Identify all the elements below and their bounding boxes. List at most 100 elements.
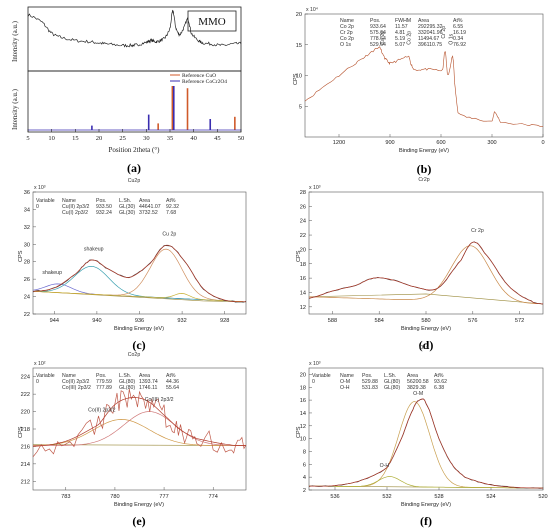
- o1s-table-cell: O-H: [340, 385, 350, 391]
- survey-spectrum: [304, 46, 543, 127]
- survey-table-cell: 11.57: [395, 24, 408, 30]
- cr2p-ytick-label: 24: [300, 219, 306, 225]
- panel-a-xrd: MMO Intensity (a.u.) Intensity (a.u.) Re…: [11, 6, 244, 175]
- cr2p-envelope: [308, 241, 544, 305]
- cu2p-ytick-label: 26: [24, 277, 30, 283]
- cr2p-ytick-label: 22: [300, 233, 306, 239]
- cr2p-ytick-label: 20: [300, 247, 306, 253]
- xrd-tick-label: 25: [119, 135, 126, 142]
- xrd-pattern: [27, 9, 242, 48]
- cu2p-table-cell: Cu(II) 2p3/2: [62, 204, 90, 210]
- co2p-xlabel: Binding Energy (eV): [114, 502, 164, 508]
- survey-ytick-label: 20: [296, 12, 302, 18]
- xrd-tick-label: 35: [167, 135, 174, 142]
- survey-table-cell: 575.64: [370, 30, 386, 36]
- o1s-ytick-label: 4: [303, 475, 306, 481]
- o1s-ytick-label: 6: [303, 462, 306, 468]
- survey-peak-table: Name Pos. FWHM Area At% Co 2p 933.64 11.57 29229…: [340, 18, 466, 48]
- o1s-table-cell: 531.83: [362, 385, 378, 391]
- survey-y-ticks: 5 10 15 20: [296, 12, 308, 110]
- survey-table-header-1: Pos.: [370, 18, 380, 24]
- co2p-table-header-3: L.Sh.: [119, 373, 131, 379]
- cr2p-ytick-label: 12: [300, 305, 306, 311]
- mmo-label: MMO: [198, 16, 226, 28]
- o1s-table-cell: 529.88: [362, 379, 378, 385]
- cu2p-table-header-0: Variable: [36, 198, 55, 204]
- o1s-title: O1s: [419, 345, 429, 351]
- survey-peak-label: Co 2p: [407, 31, 413, 45]
- survey-table-cell: Co 2p: [340, 36, 354, 42]
- cu2p-envelope: [32, 244, 247, 303]
- cu2p-table-header-1: Name: [62, 198, 76, 204]
- survey-xtick-label: 300: [487, 140, 496, 146]
- co2p-xtick-label: 777: [159, 494, 168, 500]
- survey-table-cell: 6.55: [453, 24, 463, 30]
- survey-table-cell: 11494.67: [418, 36, 439, 42]
- panel-c-label: (c): [132, 338, 145, 352]
- xrd-bottom-ylabel: Intensity (a.u.): [11, 88, 19, 130]
- cu2p-table-header-4: Area: [139, 198, 150, 204]
- cu2p-table-cell: 92.32: [166, 204, 179, 210]
- survey-table-cell: 76.92: [453, 42, 466, 48]
- survey-table-cell: O 1s: [340, 42, 351, 48]
- cu2p-spectrum: 22 24 26 28 30 32 34 36 944 940 936 932 928 shakeup sh…: [24, 190, 247, 324]
- o1s-table-cell: GL(80): [384, 379, 400, 385]
- o1s-ytick-label: 12: [300, 424, 306, 430]
- survey-xtick-label: 900: [385, 140, 394, 146]
- survey-data-line: [304, 46, 543, 127]
- o1s-table-cell: 93.62: [434, 379, 447, 385]
- cr2p-peak-label: Cr 2p: [471, 228, 484, 234]
- xrd-tick-label: 30: [143, 135, 150, 142]
- co2p-table-cell: Co(III) 2p3/2: [62, 385, 91, 391]
- co2p-title: Co2p: [128, 352, 141, 358]
- co2p-component: [32, 419, 246, 446]
- co2p-exponent: x 10²: [34, 361, 46, 367]
- xrd-tick-label: 5: [26, 135, 29, 142]
- cu2p-ytick-label: 32: [24, 225, 30, 231]
- survey-ytick-label: 5: [299, 104, 302, 110]
- co2p-table-cell: Co(II) 2p3/2: [62, 379, 90, 385]
- o1s-xtick-label: 528: [434, 494, 443, 500]
- o1s-ytick-label: 14: [300, 411, 306, 417]
- o1s-table-cell: 3829.38: [407, 385, 426, 391]
- xrd-xlabel: Position 2theta (°): [108, 146, 160, 154]
- cu2p-table-header-3: L.Sh.: [119, 198, 131, 204]
- co2p-component: [33, 411, 246, 446]
- cu2p-peak-label: Cu 2p: [162, 232, 176, 238]
- o1s-frame: [308, 367, 544, 491]
- co2p-table-header-1: Name: [62, 373, 76, 379]
- co2p-table-cell: 44.36: [166, 379, 179, 385]
- o1s-table-header-5: At%: [434, 373, 444, 379]
- o1s-table-cell: GL(80): [384, 385, 400, 391]
- cr2p-title: Cr2p: [418, 177, 429, 183]
- co2p-envelope: [32, 397, 247, 447]
- xrd-top-ylabel: Intensity (a.u.): [11, 20, 19, 62]
- cu2p-ytick-label: 24: [24, 295, 30, 301]
- survey-table-cell: Co 2p: [340, 24, 354, 30]
- cr2p-xtick-label: 576: [468, 318, 477, 324]
- co2p-table-header-5: At%: [166, 373, 176, 379]
- cu2p-xtick-label: 940: [92, 318, 101, 324]
- cu2p-peak-label: shakeup: [42, 270, 62, 276]
- cu2p-exponent: x 10³: [34, 185, 46, 191]
- survey-table-cell: 16.19: [453, 30, 466, 36]
- survey-table-header-4: At%: [453, 18, 463, 24]
- o1s-table-header-3: L.Sh.: [384, 373, 396, 379]
- survey-xlabel: Binding Energy (eV): [399, 148, 449, 154]
- cu2p-table-header-5: At%: [166, 198, 176, 204]
- o1s-table-header-2: Pos.: [362, 373, 372, 379]
- survey-table-cell: 933.64: [370, 24, 386, 30]
- o1s-ytick-label: 20: [300, 372, 306, 378]
- co2p-table-cell: 779.59: [96, 379, 112, 385]
- cu2p-table-cell: 932.24: [96, 210, 112, 216]
- o1s-ytick-label: 18: [300, 385, 306, 391]
- legend-cuo-label: Reference CuO: [182, 72, 216, 79]
- cu2p-table-cell: GL(30): [119, 204, 135, 210]
- cu2p-peak-label: shakeup: [84, 246, 104, 252]
- co2p-ytick-label: 220: [21, 410, 30, 416]
- cu2p-table-cell: 3732.52: [139, 210, 158, 216]
- cu2p-xtick-label: 944: [50, 318, 59, 324]
- o1s-table-header-4: Area: [407, 373, 418, 379]
